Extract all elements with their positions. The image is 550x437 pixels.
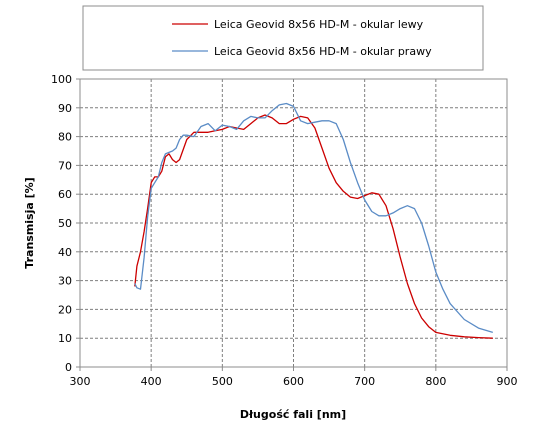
x-tick-label: 900 [497,375,518,388]
gridlines [80,79,507,367]
x-axis: 300 400 500 600 700 800 900 [70,367,518,388]
y-tick-label: 60 [58,188,72,201]
x-tick-label: 500 [212,375,233,388]
series-line-okular-prawy [134,102,493,334]
legend-label-left: Leica Geovid 8x56 HD-M - okular lewy [214,18,424,31]
x-tick-label: 400 [141,375,162,388]
x-tick-label: 300 [70,375,91,388]
x-axis-title: Długość fali [nm] [240,408,346,421]
y-tick-label: 0 [65,361,72,374]
y-tick-label: 50 [58,217,72,230]
y-axis-title: Transmisja [%] [23,177,36,268]
y-tick-label: 10 [58,332,72,345]
x-tick-label: 600 [283,375,304,388]
x-tick-label: 800 [425,375,446,388]
y-tick-label: 20 [58,303,72,316]
y-tick-label: 100 [51,73,72,86]
y-tick-label: 90 [58,102,72,115]
y-tick-label: 40 [58,246,72,259]
y-axis: 0 10 20 30 40 50 60 70 80 90 100 [51,73,80,374]
legend-label-right: Leica Geovid 8x56 HD-M - okular prawy [214,45,432,58]
legend-box [82,5,484,71]
series-lines [134,102,493,339]
x-tick-label: 700 [354,375,375,388]
legend: Leica Geovid 8x56 HD-M - okular lewy Lei… [82,5,484,71]
series-line-okular-lewy [134,114,493,339]
y-tick-label: 70 [58,159,72,172]
y-tick-label: 30 [58,275,72,288]
y-tick-label: 80 [58,131,72,144]
plot-area: 300 400 500 600 700 800 900 0 10 20 30 40 50 60 70 80 9… [51,73,518,388]
